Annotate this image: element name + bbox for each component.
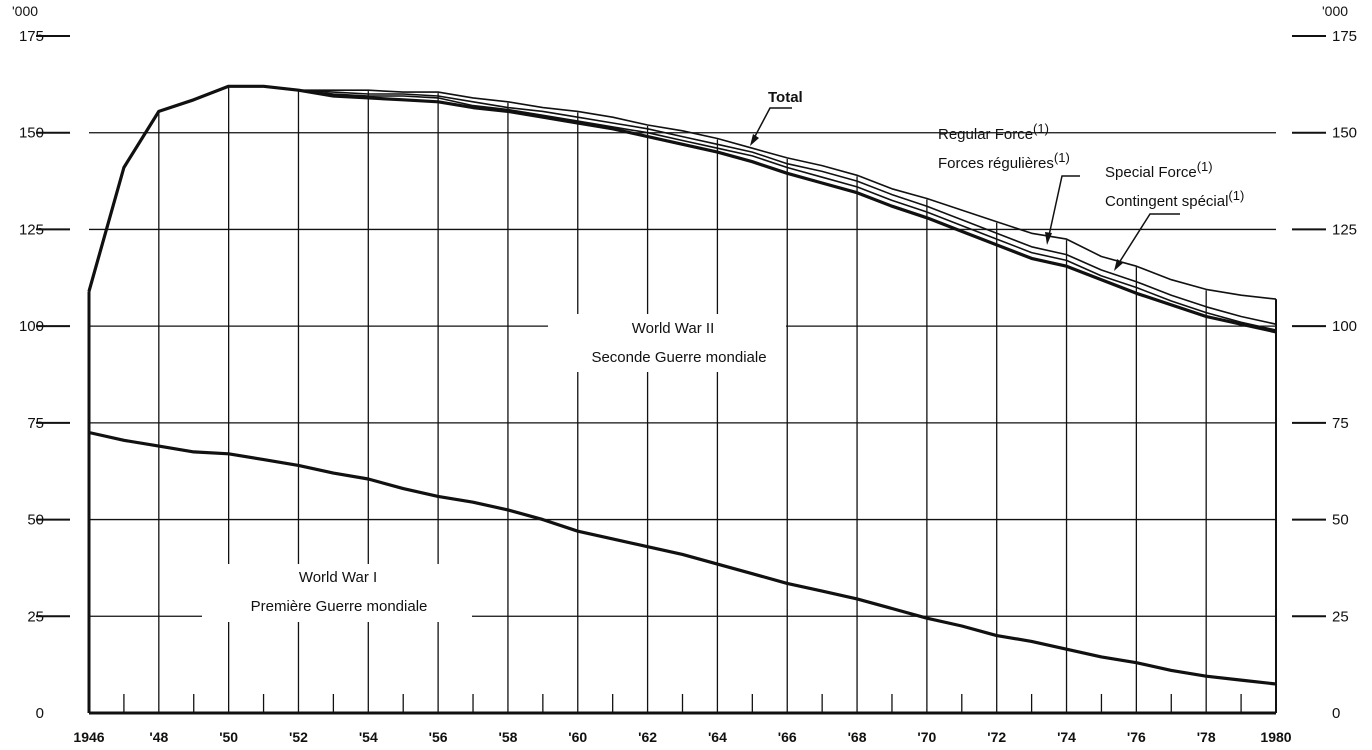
ww1-label-en: World War I [299,569,377,586]
x-tick-label-1968: '68 [848,729,867,745]
y-tick-label-right-50: 50 [1332,512,1349,529]
y-tick-label-left-75: 75 [27,415,44,432]
special-force-pointer-line [1116,213,1180,267]
special-force-series-label: Special Force(1) Contingent spécial(1) [1105,159,1244,271]
regular-force-pointer-arrow [1045,232,1052,245]
x-tick-label-1980: 1980 [1260,729,1291,745]
axes: 1946 '48 '50 '52 '54 '56 '58 '60 '62 '64 '66 '68 '70… [19,28,1357,745]
y-tick-label-left-150: 150 [19,125,44,142]
x-tick-label-1964: '64 [708,729,727,745]
ww1-label-fr: Première Guerre mondiale [251,598,428,615]
total-label: Total [768,89,803,106]
x-tick-label-1956: '56 [429,729,448,745]
ww1-region-label: World War I Première Guerre mondiale [202,564,472,622]
x-tick-label-1978: '78 [1197,729,1216,745]
x-tick-label-1962: '62 [638,729,657,745]
x-tick-label-1966: '66 [778,729,797,745]
x-tick-label-1960: '60 [568,729,587,745]
y-tick-label-left-125: 125 [19,221,44,238]
special-force-label-en: Special Force(1) [1105,159,1213,181]
regular-force-pointer-line [1047,175,1080,241]
ww2-region-label: World War II Seconde Guerre mondiale [548,314,786,372]
x-tick-label-1948: '48 [149,729,168,745]
regular-force-label-en: Regular Force(1) [938,121,1049,143]
x-tick-label-1970: '70 [917,729,936,745]
y-unit-label-left: '000 [12,3,38,19]
special-force-label-fr: Contingent spécial(1) [1105,188,1244,210]
total-pointer-line [751,107,792,143]
y-tick-label-right-25: 25 [1332,608,1349,625]
series-lines [87,84,1277,713]
ww1-line [88,430,1277,686]
y-tick-label-left-25: 25 [27,608,44,625]
y-tick-label-right-125: 125 [1332,221,1357,238]
y-tick-label-left-50: 50 [27,512,44,529]
y-tick-label-right-175: 175 [1332,28,1357,45]
y-unit-label-right: '000 [1322,3,1348,19]
special-force-line [88,85,1277,331]
x-tick-label-1972: '72 [987,729,1006,745]
x-tick-label-1958: '58 [498,729,517,745]
total-series-label: Total [750,89,803,146]
y-tick-label-left-0: 0 [36,705,44,722]
y-tick-label-left-175: 175 [19,28,44,45]
y-tick-label-right-150: 150 [1332,125,1357,142]
y-tick-label-right-0: 0 [1332,705,1340,722]
x-tick-label-1976: '76 [1127,729,1146,745]
x-tick-label-1974: '74 [1057,729,1076,745]
regular-force-line [88,85,1277,325]
x-tick-label-1954: '54 [359,729,378,745]
regular-force-label-fr: Forces régulières(1) [938,150,1070,172]
y-tick-label-left-100: 100 [19,318,44,335]
ww2-label-en: World War II [632,320,715,337]
ww2-line [87,84,1277,334]
special-force-pointer-arrow [1114,259,1123,271]
y-tick-label-right-100: 100 [1332,318,1357,335]
x-tick-label-1952: '52 [289,729,308,745]
total-pointer-arrow [750,134,759,146]
y-tick-label-right-75: 75 [1332,415,1349,432]
x-tick-label-1946: 1946 [73,729,104,745]
total-line [88,85,1277,300]
ww2-label-fr: Seconde Guerre mondiale [591,349,766,366]
x-tick-label-1950: '50 [219,729,238,745]
regular-force-series-label: Regular Force(1) Forces régulières(1) [938,121,1080,245]
